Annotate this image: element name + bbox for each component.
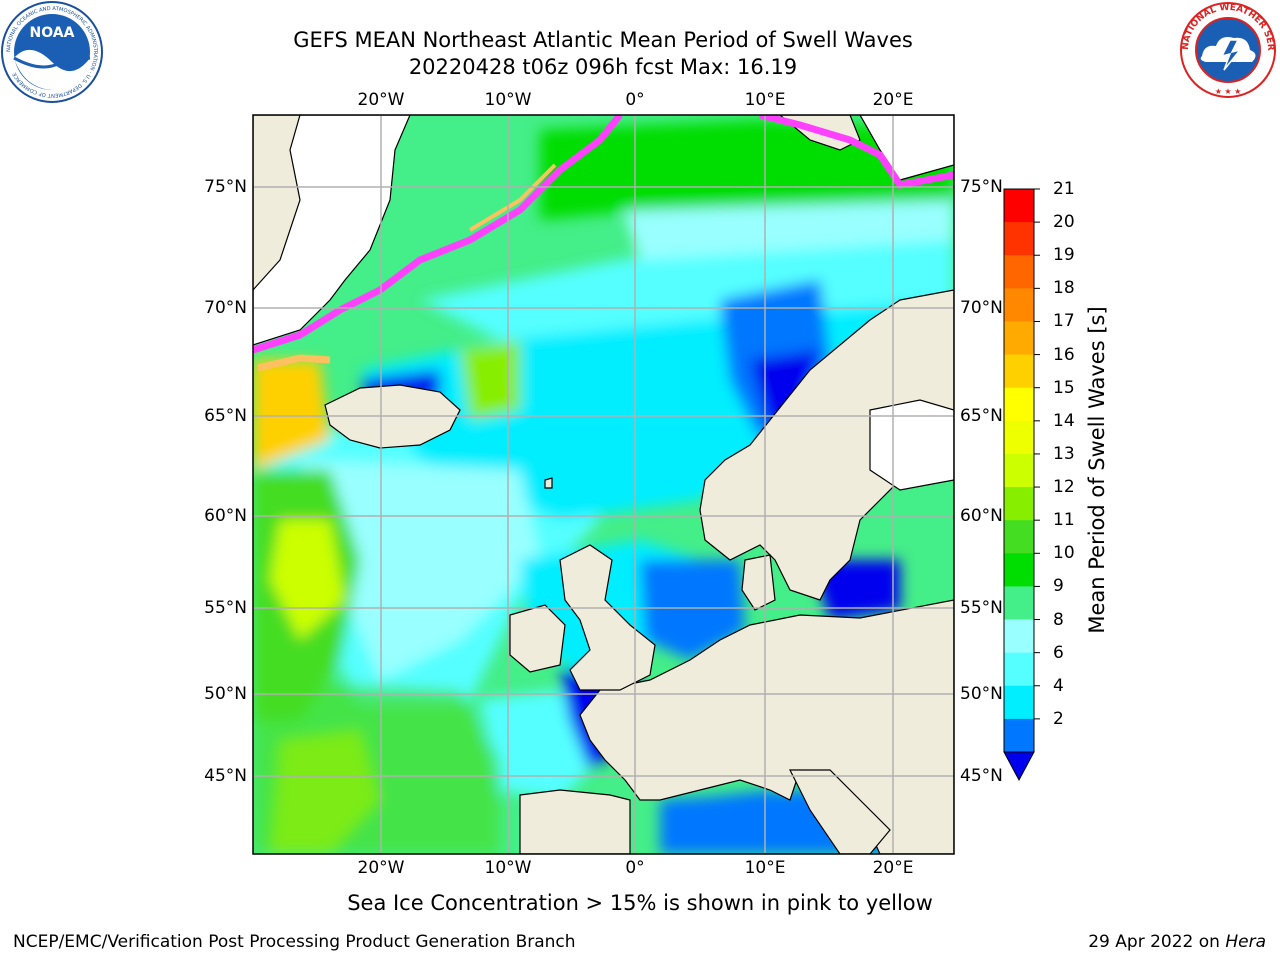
colorbar-swatch [1004,553,1034,587]
lat-label-right: 75°N [960,177,1003,197]
lat-label-left: 65°N [204,406,247,426]
colorbar-extend-arrow [1003,751,1035,782]
lon-label-top: 10°E [744,90,786,110]
lat-label-left: 75°N [204,177,247,197]
lat-label-left: 50°N [204,684,247,704]
lat-label-right: 70°N [960,298,1003,318]
sea-ice-note: Sea Ice Concentration > 15% is shown in … [347,891,933,915]
chart-subtitle: 20220428 t06z 096h fcst Max: 16.19 [408,55,798,79]
lat-label-right: 65°N [960,406,1003,426]
colorbar-swatch [1004,520,1034,554]
lon-label-bottom: 20°W [357,858,405,878]
lat-label-left: 60°N [204,506,247,526]
colorbar-swatch [1004,652,1034,687]
colorbar-tick-label: 19 [1053,245,1075,266]
nws-logo: NATIONAL WEATHER SERVICE ★ ★ ★ [1176,0,1276,98]
colorbar-swatch [1004,420,1034,455]
colorbar-tick-label: 10 [1053,543,1075,564]
colorbar-swatch [1004,288,1034,322]
lon-label-top: 10°W [484,90,532,110]
colorbar-swatch [1004,321,1034,356]
colorbar-swatch [1004,255,1034,289]
lon-label-bottom: 20°E [872,858,914,878]
colorbar-tick-label: 15 [1053,377,1075,398]
colorbar-swatch [1004,619,1034,654]
sea-ice-edge [253,115,954,372]
colorbar-tick-label: 6 [1053,642,1064,663]
lon-label-top: 20°W [357,90,405,110]
colorbar-tick-label: 18 [1053,278,1075,299]
colorbar-tick-label: 17 [1053,311,1075,332]
colorbar-tick-label: 21 [1053,179,1075,199]
lat-label-left: 55°N [204,598,247,618]
colorbar-tick-label: 13 [1053,443,1075,464]
svg-text:★ ★ ★: ★ ★ ★ [1215,87,1242,96]
colorbar-swatch [1004,685,1034,720]
lon-label-bottom: 0° [625,858,645,878]
graticule [253,115,954,854]
footer-date: 29 Apr 2022 on Hera [1088,932,1266,952]
colorbar-tick-label: 16 [1053,344,1075,365]
land [253,115,954,854]
colorbar-frame [1003,188,1035,753]
colorbar-tick-label: 2 [1053,708,1064,729]
footer-host: Hera [1225,932,1266,952]
colorbar-tick-label: 8 [1053,609,1064,630]
lat-label-right: 45°N [960,766,1003,786]
lat-label-right: 55°N [960,598,1003,618]
lon-label-top: 0° [625,90,645,110]
lon-label-top: 20°E [872,90,914,110]
colorbar [1003,188,1040,782]
lat-label-left: 45°N [204,766,247,786]
colorbar-tick-label: 14 [1053,410,1075,431]
lat-label-left: 70°N [204,298,247,318]
colorbar-tick-label: 11 [1053,510,1075,531]
colorbar-swatch [1004,453,1034,488]
colorbar-tick-label: 20 [1053,212,1075,233]
colorbar-tick-label: 9 [1053,576,1064,597]
colorbar-tick-label: 12 [1053,477,1075,498]
colorbar-swatch [1004,222,1034,256]
chart-title: GEFS MEAN Northeast Atlantic Mean Period… [293,28,913,52]
colorbar-swatch [1004,586,1034,621]
footer-date-text: 29 Apr 2022 on [1088,932,1226,952]
colorbar-swatch [1004,718,1034,753]
colorbar-swatch [1004,387,1034,422]
noaa-logo: NOAA NATIONAL OCEANIC AND ATMOSPHERIC AD… [1,1,103,103]
colorbar-tick-label: 4 [1053,675,1064,696]
lon-label-bottom: 10°E [744,858,786,878]
colorbar-swatch [1004,354,1034,389]
map-frame [252,114,955,855]
footer-credit: NCEP/EMC/Verification Post Processing Pr… [13,932,576,952]
lat-label-right: 60°N [960,506,1003,526]
svg-text:NOAA: NOAA [30,25,75,41]
map-area [253,115,954,854]
lon-label-bottom: 10°W [484,858,532,878]
colorbar-label: Mean Period of Swell Waves [s] [1085,306,1109,634]
lat-label-right: 50°N [960,684,1003,704]
colorbar-swatch [1004,487,1034,521]
colorbar-swatch [1004,189,1034,223]
